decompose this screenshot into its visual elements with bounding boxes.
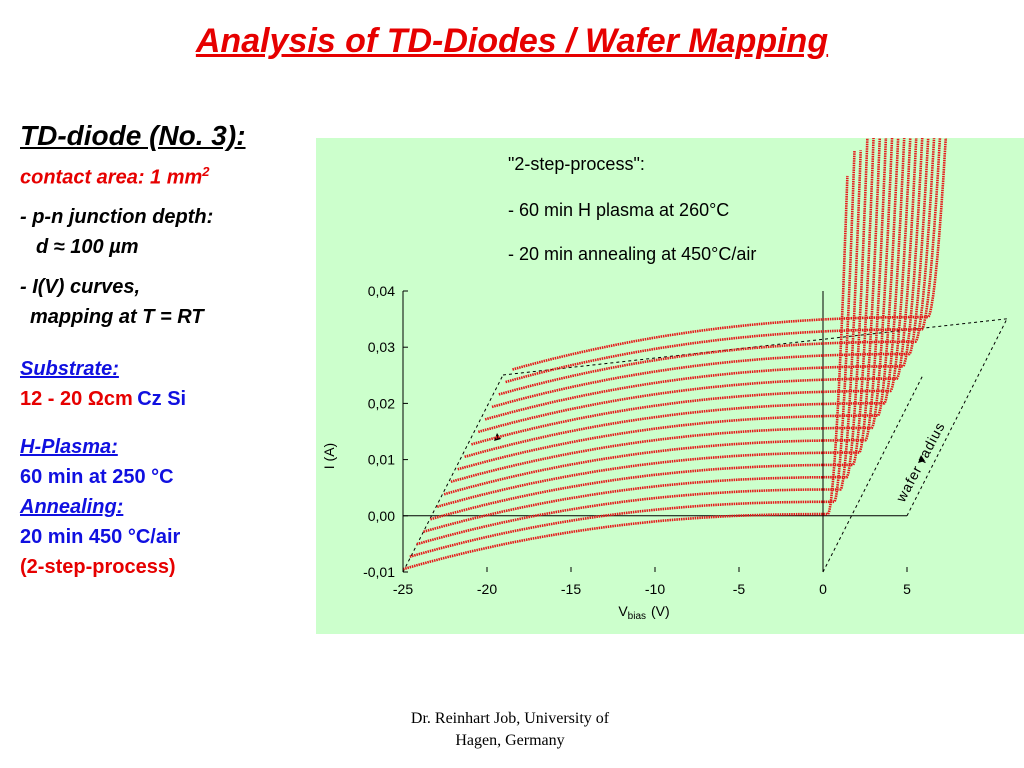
iv-curve [457,73,902,471]
footer-credit: Dr. Reinhart Job, University of Hagen, G… [380,708,640,752]
iv-curve [505,0,949,384]
substrate-resistivity: 12 - 20 Ωcm [20,387,133,410]
x-axis-label-main: V [618,603,628,619]
annotation-line-2: - 60 min H plasma at 260°C [508,200,729,220]
iv-curve [402,175,849,571]
y-tick-label: 0,02 [368,395,395,411]
x-tick-label: -5 [733,581,746,597]
depth-edge-zero [822,374,924,573]
substrate-heading: Substrate: [20,357,119,380]
wafer-radius-label: wafer radius [892,419,948,505]
iv-curve [484,23,929,421]
chart-curves [402,0,955,571]
iv-chart: -0,01 0,00 0,01 0,02 0,03 0,04 -25 -20 -15 -10 -5… [321,0,1008,622]
info-panel: TD-diode (No. 3): contact area: 1 mm2 - … [20,120,320,582]
iv-curve [423,125,870,533]
page-title: Analysis of TD-Diodes / Wafer Mapping [195,22,829,60]
x-axis-label-unit: (V) [651,603,670,619]
chart-panel: -0,01 0,00 0,01 0,02 0,03 0,04 -25 -20 -15 -10 -5… [316,0,1024,634]
pn-junction-line2: d ≈ 100 µm [36,235,139,258]
x-tick-label: -10 [645,581,665,597]
iv-curve [491,0,936,409]
y-tick-label: 0,00 [368,508,395,524]
hplasma-heading: H-Plasma: [20,435,118,458]
iv-curve [512,0,955,371]
x-tick-label: 0 [819,581,827,597]
annotation-line-3: - 20 min annealing at 450°C/air [508,244,756,264]
depth-arrow-left [494,433,501,441]
diode-heading: TD-diode (No. 3): [20,120,246,151]
annealing-heading: Annealing: [20,495,124,518]
x-axis-ticks: -25 -20 -15 -10 -5 0 5 [393,567,911,597]
contact-area: contact area: 1 mm2 [20,164,320,190]
contact-area-sup: 2 [202,164,210,179]
iv-curve [430,124,876,521]
x-axis-label-sub: bias [628,611,646,622]
y-tick-label: 0,04 [368,283,395,299]
substrate-value: 12 - 20 Ωcm Cz Si [20,388,186,410]
iv-curves-line2: mapping at T = RT [30,305,204,328]
y-tick-label: 0,03 [368,339,395,355]
iv-curve [450,75,896,484]
hplasma-value: 60 min at 250 °C [20,465,174,488]
x-tick-label: 5 [903,581,911,597]
y-axis-label: I (A) [321,443,337,469]
iv-curve [464,50,910,459]
iv-curve [436,100,883,509]
iv-curve [416,150,862,546]
annealing-value: 20 min 450 °C/air [20,525,181,548]
iv-curve [443,99,889,496]
process-annotation: "2-step-process": - 60 min H plasma at 2… [508,154,756,264]
pn-junction-line1: - p-n junction depth: [20,205,214,228]
contact-area-text: contact area: 1 mm [20,166,203,189]
iv-curves-line1: - I(V) curves, [20,275,141,298]
x-tick-label: -20 [477,581,497,597]
iv-curve [409,150,856,558]
chart-frame [402,291,1008,573]
x-tick-label: -15 [561,581,581,597]
process-label: (2-step-process) [20,555,176,578]
y-tick-label: -0,01 [363,564,395,580]
x-tick-label: -25 [393,581,413,597]
iv-curve [498,0,942,396]
depth-arrow-right [918,455,925,463]
substrate-material: Cz Si [137,387,187,410]
y-tick-label: 0,01 [368,452,395,468]
depth-edge-right [906,318,1008,517]
y-axis-ticks: -0,01 0,00 0,01 0,02 0,03 0,04 [363,283,408,580]
x-axis-label: Vbias (V) [618,603,669,622]
footer-line-2: Hagen, Germany [455,732,565,749]
iv-curve [477,25,923,434]
iv-curve [471,48,916,446]
footer-line-1: Dr. Reinhart Job, University of [410,710,610,727]
annotation-line-1: "2-step-process": [508,154,645,174]
depth-edge-left [402,374,504,573]
